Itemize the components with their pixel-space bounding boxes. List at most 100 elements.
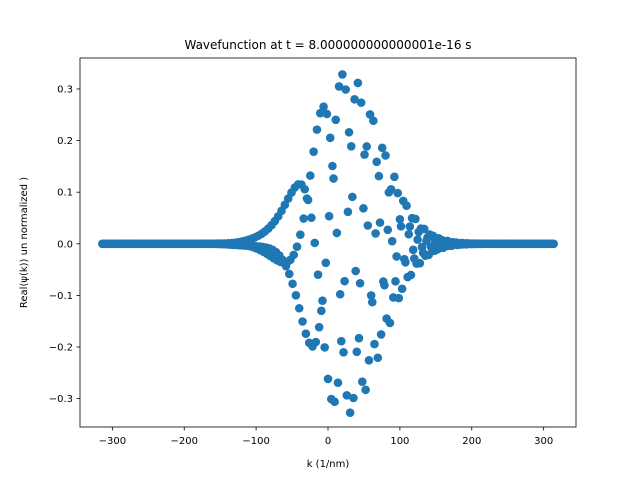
y-tick-label: 0.3 [57,84,73,95]
data-point [300,184,310,194]
x-axis-label: k (1/nm) [307,459,350,470]
data-point [364,356,374,365]
data-point [350,95,359,104]
data-point [373,353,383,363]
data-point [391,277,400,286]
data-point [321,258,331,268]
data-point [324,211,334,221]
data-point [340,276,349,286]
data-point [386,184,396,194]
y-axis-ticks: −0.3 −0.2 −0.1 0.0 0.1 0.2 0.3 [49,84,80,405]
data-point [330,397,339,407]
data-point [376,330,386,339]
data-point [307,213,316,223]
x-tick-label: −300 [99,436,126,447]
data-point [335,289,345,299]
data-point [369,116,378,126]
data-point [292,242,302,251]
data-point [296,230,305,239]
data-point [328,161,337,171]
data-point [349,393,358,403]
data-point [333,378,343,388]
data-point [325,133,335,143]
data-point [299,214,308,223]
data-point [390,172,399,182]
data-point [385,318,395,328]
data-point [406,270,416,280]
data-point [341,85,351,94]
data-point [288,279,297,289]
data-points [97,70,559,418]
data-point [360,150,369,159]
data-point [363,221,373,230]
data-point [339,348,348,357]
data-point [298,317,307,326]
data-point [380,280,389,290]
data-point [397,284,407,294]
y-tick-label: 0.2 [57,136,73,147]
data-point [320,343,329,352]
y-tick-label: −0.3 [49,394,73,405]
data-point [315,108,325,118]
data-point [348,192,357,202]
data-point [322,109,332,119]
data-point [356,98,366,107]
data-point [329,174,338,183]
data-point [319,102,328,111]
data-point [411,214,420,224]
y-tick-label: 0.0 [57,239,73,250]
x-tick-label: 0 [325,436,331,447]
data-point [344,127,354,137]
data-point [362,142,372,151]
data-point [370,339,379,349]
data-point [289,250,299,260]
data-point [375,218,385,227]
data-point [306,171,315,180]
data-point [314,322,324,332]
data-point [301,329,311,339]
data-point [323,374,333,384]
data-point [343,207,353,217]
data-point [404,229,414,239]
data-point [312,125,322,134]
data-point [402,201,411,211]
data-point [342,391,352,400]
data-point [346,142,356,151]
data-point [358,377,367,386]
y-tick-label: −0.2 [49,343,73,354]
x-tick-label: −200 [170,436,197,447]
data-point [387,236,397,246]
x-tick-label: −100 [242,436,269,447]
y-axis-label: Real(ψ(k)) un normalized ) [19,177,30,308]
data-point [395,214,405,224]
data-point [396,222,406,231]
data-point [291,291,301,300]
data-point [415,258,425,268]
data-point [361,385,370,395]
data-point [394,293,404,303]
data-point [366,291,376,300]
data-point [353,78,363,88]
data-point [549,239,559,249]
data-point [311,337,321,347]
data-point [374,171,384,181]
data-point [365,110,375,119]
data-point [336,336,346,346]
y-tick-label: −0.1 [49,291,73,302]
data-point [359,204,368,213]
data-point [332,228,342,238]
data-point [413,235,422,244]
data-point [405,222,415,231]
x-tick-label: 200 [462,436,481,447]
data-point [334,82,344,91]
data-point [310,238,320,248]
data-point [355,278,365,288]
data-point [351,266,360,276]
data-point [393,188,403,198]
data-point [354,333,364,343]
data-point [381,151,390,160]
data-point [331,115,341,125]
data-point [392,252,401,261]
data-point [371,229,380,238]
data-point [309,147,318,156]
